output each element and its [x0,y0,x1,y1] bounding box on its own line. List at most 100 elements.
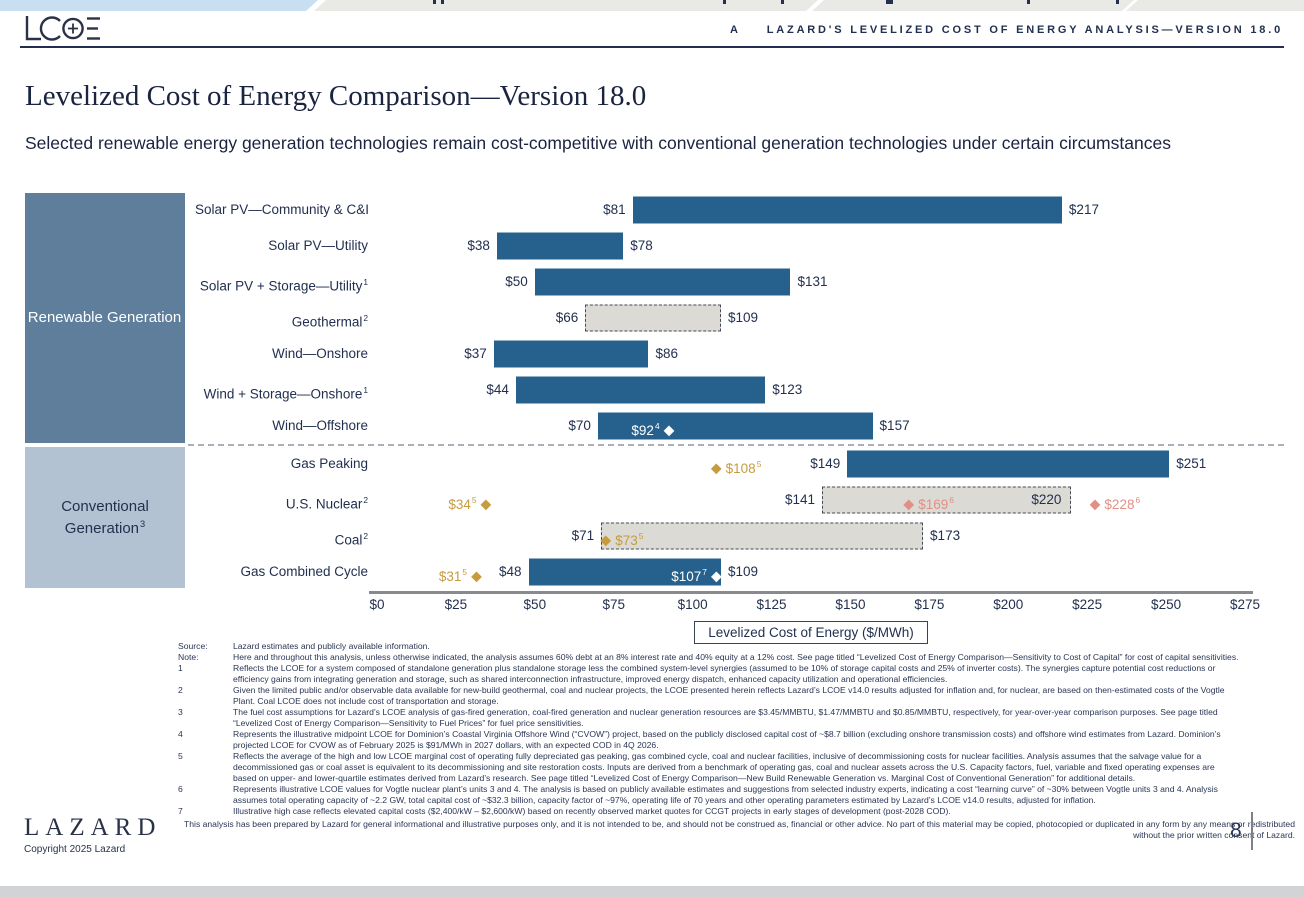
bar-high-value: $123 [772,382,803,397]
footnote-text: Given the limited public and/or observab… [233,685,1225,706]
chart-row: Coal2 $71 $173 ◆ $735 [195,518,1290,554]
copyright-text: Copyright 2025 Lazard [24,844,126,855]
footnote: 3 The fuel cost assumptions for Lazard’s … [178,707,1240,729]
footnote-tag: 6 [178,784,183,794]
row-label: Wind—Offshore [272,418,368,433]
row-plot: $141 $220 $345 ◆ ◆ $1696 ◆ $2286 [377,482,1245,518]
footnote-tag: 4 [178,729,183,739]
diamond-icon: ◆ [600,531,612,548]
section-letter: A [730,24,741,36]
chart-row: Solar PV + Storage—Utility1 $50 $131 [195,264,1290,300]
chart-row: Wind + Storage—Onshore1 $44 $123 [195,372,1290,408]
row-label: Gas Combined Cycle [240,564,368,579]
group-label-conventional: Conventional Generation3 [25,447,185,588]
diamond-icon: ◆ [663,421,675,438]
group-label-sup: 3 [140,518,146,529]
range-bar [597,412,873,440]
bar-low-value: $48 [498,564,522,579]
cropped-text-mark [886,0,893,4]
range-bar [493,340,649,368]
row-label: Coal2 [334,531,368,548]
footnote-text: Here and throughout this analysis, unles… [233,652,1239,662]
axis-tick: $225 [1072,597,1103,612]
bar-high-value: $251 [1176,456,1207,471]
axis-tick: $275 [1229,597,1261,612]
range-bar [515,376,766,404]
tab-segment [812,0,1134,11]
lcoe-logo-icon [24,13,106,49]
slide-eyebrow: A LAZARD'S LEVELIZED COST OF ENERGY ANALY… [730,24,1283,36]
chart-row: Wind—Onshore $37 $86 [195,336,1290,372]
bar-high-value: $78 [630,238,653,253]
footnote: Source: Lazard estimates and publicly ava… [178,641,1240,652]
row-plot: $149 $251 ◆ $1085 [377,446,1245,482]
diamond-marker: $1077 ◆ [671,554,721,595]
footnote-text: Lazard estimates and publicly available … [233,641,430,651]
bar-low-value: $149 [810,456,841,471]
chart-row: Solar PV—Utility $38 $78 [195,228,1290,264]
row-plot: $66 $109 [377,300,1245,336]
axis-tick: $125 [756,597,787,612]
chart-row: Gas Combined Cycle $48 $109 $315 ◆ $1077 ◆ [195,554,1290,590]
range-bar [632,196,1062,224]
axis-tick: $250 [1151,597,1182,612]
axis-tick: $50 [523,597,547,612]
marker-value: $345 [448,495,477,512]
chart-row: U.S. Nuclear2 $141 $220 $345 ◆ ◆ $1696 ◆ $2286 [195,482,1290,518]
cropped-text-mark [433,0,436,4]
bar-low-value: $81 [603,202,626,217]
chart-row: Wind—Offshore $70 $157 $924 ◆ [195,408,1290,444]
marker-value: $924 [631,421,660,438]
footnotes-section: Source: Lazard estimates and publicly ava… [178,641,1295,841]
row-label: Solar PV—Community & C&I [195,202,370,217]
page-number: 8 [1230,819,1242,842]
diamond-marker: ◆ $735 [600,518,643,559]
group-label-text: Renewable Generation [27,309,182,327]
group-label-renewable: Renewable Generation [25,193,185,443]
row-plot: $81 $217 [377,192,1245,228]
diamond-icon: ◆ [480,495,492,512]
footnote: 2 Given the limited public and/or observa… [178,685,1240,707]
bar-low-value: $141 [785,492,816,507]
diamond-marker: $315 ◆ [439,554,482,595]
axis-tick: $200 [993,597,1024,612]
row-plot: $38 $78 [377,228,1245,264]
row-label: Geothermal2 [291,313,368,330]
row-plot: $48 $109 $315 ◆ $1077 ◆ [377,554,1245,590]
footnote: 7 Illustrative high case reflects elevate… [178,806,1240,817]
footnote-tag: 5 [178,751,183,761]
marker-value: $1085 [725,459,762,476]
bar-high-value: $220 [1031,492,1062,507]
bar-low-value: $66 [555,310,579,325]
bar-low-value: $38 [467,238,490,253]
footnote: 6 Represents illustrative LCOE values for… [178,784,1240,806]
row-plot: $50 $131 [377,264,1245,300]
footnote-text: The fuel cost assumptions for Lazard’s L… [233,707,1218,728]
footnote-text: Reflects the average of the high and low… [233,751,1215,783]
axis-tick: $100 [677,597,708,612]
cropped-text-mark [1027,0,1030,4]
marker-value: $1077 [671,567,707,584]
diamond-marker: $345 ◆ [448,482,491,523]
footnote-text: Represents illustrative LCOE values for … [233,784,1218,805]
footnote-tag: 3 [178,707,183,717]
chart-row: Geothermal2 $66 $109 [195,300,1290,336]
diamond-icon: ◆ [903,495,915,512]
footnote: Note: Here and throughout this analysis, … [178,652,1240,663]
range-bar [847,450,1170,478]
chart-row: Solar PV—Community & C&I $81 $217 [195,192,1290,228]
diamond-marker: ◆ $2286 [1090,482,1140,523]
report-title: LAZARD'S LEVELIZED COST OF ENERGY ANALYS… [766,24,1283,36]
header-divider [20,46,1284,48]
footnote-text: Reflects the LCOE for a system composed … [233,663,1216,684]
range-bar [601,522,924,550]
row-label: Wind—Onshore [271,346,368,361]
footnote-items: Source: Lazard estimates and publicly ava… [178,641,1240,817]
cropped-text-mark [781,0,784,4]
axis-tick: $150 [835,597,866,612]
row-label: Wind + Storage—Onshore1 [203,385,368,402]
footnote-tag: 1 [178,663,183,673]
footnote: 5 Reflects the average of the high and lo… [178,751,1240,784]
x-axis-ticks: $0 $25 $50 $75 $100 $125 $150 $175 $200 $225 $250 $… [369,595,1260,615]
diamond-icon: ◆ [1089,495,1101,512]
